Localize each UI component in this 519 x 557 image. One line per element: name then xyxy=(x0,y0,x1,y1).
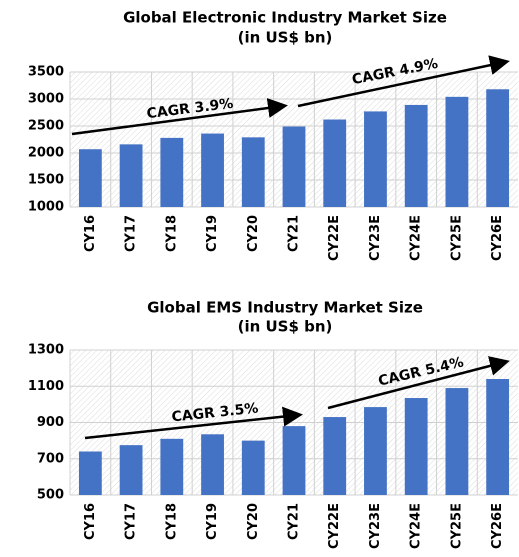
x-tick-label: CY25E xyxy=(449,503,464,549)
bar xyxy=(201,133,224,207)
x-tick-label: CY16 xyxy=(83,215,98,252)
x-tick-label: CY24E xyxy=(409,503,424,549)
bar xyxy=(445,388,469,495)
x-tick-label: CY20 xyxy=(246,215,261,252)
x-tick-label: CY22E xyxy=(327,215,342,261)
x-tick-label: CY23E xyxy=(368,215,383,261)
x-tick-label: CY23E xyxy=(368,503,383,549)
x-tick-label: CY26E xyxy=(490,503,505,549)
bar xyxy=(119,144,143,207)
bar xyxy=(486,89,510,207)
x-tick-label: CY18 xyxy=(164,503,179,540)
bar xyxy=(119,445,143,495)
bar xyxy=(78,451,102,495)
x-tick-label: CY17 xyxy=(124,503,139,540)
x-tick-label: CY17 xyxy=(124,215,139,252)
x-tick-label: CY19 xyxy=(205,503,220,540)
y-tick-label: 1300 xyxy=(28,343,64,358)
bar xyxy=(241,440,265,495)
x-tick-label: CY21 xyxy=(287,503,302,540)
bar xyxy=(160,438,184,495)
y-tick-label: 3000 xyxy=(28,92,64,107)
x-tick-label: CY19 xyxy=(205,215,220,252)
bar xyxy=(364,111,387,207)
y-tick-label: 700 xyxy=(37,451,64,466)
x-tick-label: CY18 xyxy=(164,215,179,252)
x-tick-label: CY24E xyxy=(409,215,424,261)
bar xyxy=(404,398,428,495)
y-tick-label: 1000 xyxy=(28,200,64,215)
chart-title: Global EMS Industry Market Size xyxy=(147,299,423,317)
cagr-arrow xyxy=(327,356,510,410)
bar xyxy=(282,126,306,207)
bar xyxy=(364,407,387,495)
chart-subtitle: (in US$ bn) xyxy=(238,29,333,47)
x-tick-label: CY25E xyxy=(449,215,464,261)
bar xyxy=(282,426,306,495)
y-tick-label: 2000 xyxy=(28,146,64,161)
cagr-arrow xyxy=(297,55,510,108)
cagr-arrow xyxy=(71,98,288,136)
y-tick-label: 900 xyxy=(37,415,64,430)
y-tick-label: 1100 xyxy=(28,379,64,394)
y-tick-label: 3500 xyxy=(28,65,64,80)
chart-subtitle: (in US$ bn) xyxy=(238,318,333,336)
bar xyxy=(241,137,265,207)
bar xyxy=(323,417,347,495)
bar xyxy=(160,137,184,207)
bar xyxy=(486,379,510,495)
y-tick-label: 500 xyxy=(37,488,64,503)
y-tick-label: 2500 xyxy=(28,119,64,134)
chart-title: Global Electronic Industry Market Size xyxy=(123,9,447,27)
x-tick-label: CY26E xyxy=(490,215,505,261)
bar xyxy=(404,104,428,207)
x-tick-label: CY22E xyxy=(327,503,342,549)
bar xyxy=(201,434,224,495)
x-tick-label: CY21 xyxy=(287,215,302,252)
cagr-arrow xyxy=(84,406,303,440)
x-tick-label: CY20 xyxy=(246,503,261,540)
bar xyxy=(323,119,347,207)
bar xyxy=(78,149,102,207)
y-tick-label: 1500 xyxy=(28,173,64,188)
x-tick-label: CY16 xyxy=(83,503,98,540)
bar xyxy=(445,96,469,207)
